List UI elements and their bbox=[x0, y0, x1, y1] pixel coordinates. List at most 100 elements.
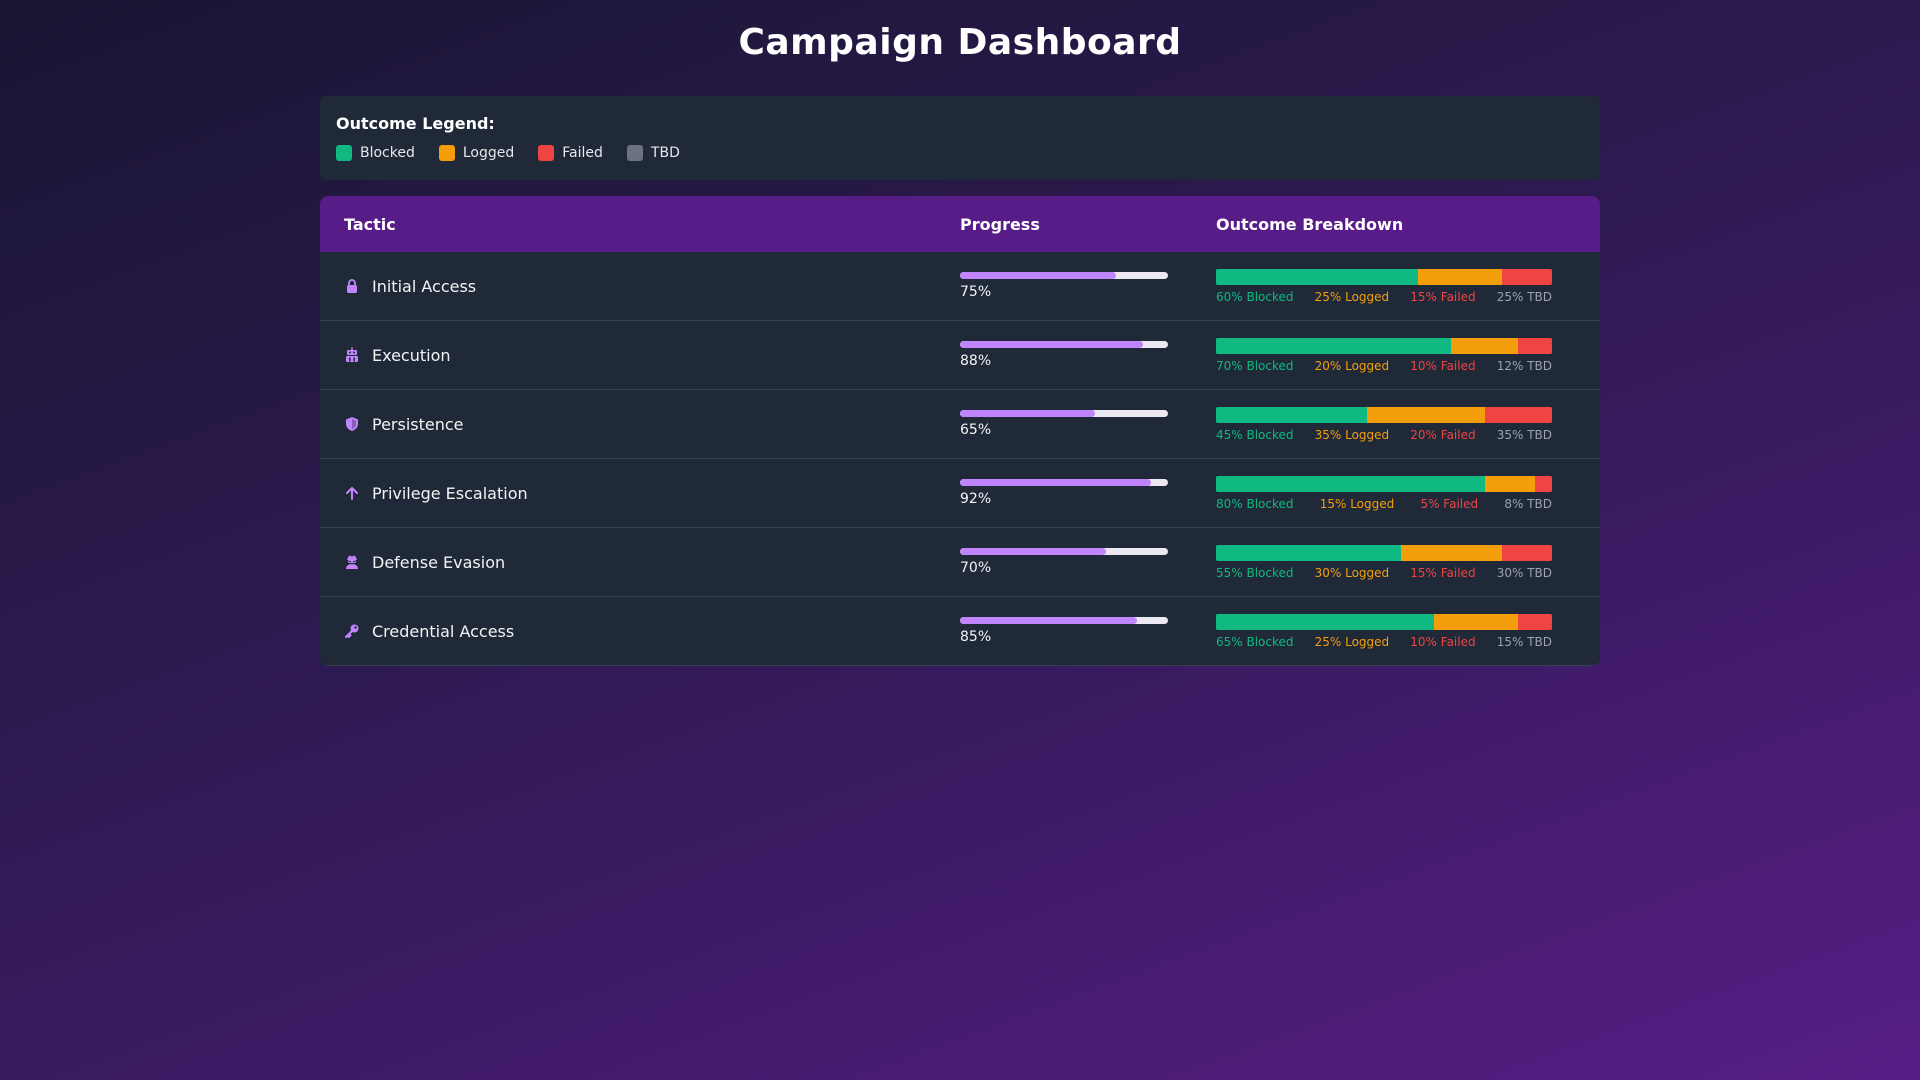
tactic-cell: Persistence bbox=[320, 415, 960, 434]
outcome-cell: 70% Blocked 20% Logged 10% Failed 12% TBD bbox=[1216, 337, 1600, 373]
segment-blocked bbox=[1216, 613, 1435, 630]
outcome-cell: 55% Blocked 30% Logged 15% Failed 30% TBD bbox=[1216, 544, 1600, 580]
outcome-stacked-bar bbox=[1216, 544, 1552, 561]
failed-label: 10% Failed bbox=[1410, 358, 1476, 373]
outcome-stacked-bar bbox=[1216, 268, 1552, 285]
tbd-label: 30% TBD bbox=[1496, 565, 1552, 580]
header-progress[interactable]: Progress bbox=[960, 214, 1040, 234]
logged-label: 25% Logged bbox=[1314, 289, 1390, 304]
tactic-cell: Credential Access bbox=[320, 622, 960, 641]
arrow-up-icon bbox=[344, 485, 360, 501]
legend-label: Blocked bbox=[360, 145, 415, 161]
progress-bar bbox=[960, 341, 1168, 348]
tbd-label: 12% TBD bbox=[1496, 358, 1552, 373]
progress-fill bbox=[960, 479, 1152, 486]
legend-item-logged: Logged bbox=[438, 145, 515, 161]
logged-label: 30% Logged bbox=[1314, 565, 1390, 580]
legend-label: Logged bbox=[462, 145, 515, 161]
outcome-stacked-bar bbox=[1216, 406, 1552, 423]
table-row[interactable]: Defense Evasion 70% 55% Blocked 30% Logged 1… bbox=[320, 528, 1600, 597]
tactic-name: Credential Access bbox=[372, 621, 515, 641]
table-row[interactable]: Privilege Escalation 92% 80% Blocked 15% Lo… bbox=[320, 459, 1600, 528]
tactic-name: Defense Evasion bbox=[372, 552, 506, 572]
progress-cell: 75% bbox=[960, 272, 1216, 300]
tactic-cell: Privilege Escalation bbox=[320, 484, 960, 503]
outcome-labels: 60% Blocked 25% Logged 15% Failed 25% TBD bbox=[1216, 290, 1552, 304]
legend-item-tbd: TBD bbox=[626, 145, 680, 161]
legend-items: Blocked Logged Failed TBD bbox=[336, 145, 1584, 161]
progress-value: 85% bbox=[960, 629, 992, 645]
header-tactic[interactable]: Tactic bbox=[344, 214, 396, 234]
segment-blocked bbox=[1216, 337, 1452, 354]
segment-failed bbox=[1501, 268, 1552, 285]
header-outcome[interactable]: Outcome Breakdown bbox=[1216, 214, 1404, 234]
progress-fill bbox=[960, 272, 1116, 279]
blocked-label: 45% Blocked bbox=[1216, 427, 1294, 442]
progress-cell: 65% bbox=[960, 410, 1216, 438]
tactic-name: Execution bbox=[372, 345, 451, 365]
legend-item-blocked: Blocked bbox=[336, 145, 415, 161]
blocked-label: 65% Blocked bbox=[1216, 634, 1294, 649]
segment-blocked bbox=[1216, 475, 1485, 492]
logged-label: 15% Logged bbox=[1319, 496, 1395, 511]
tactic-name: Privilege Escalation bbox=[372, 483, 528, 503]
progress-cell: 92% bbox=[960, 479, 1216, 507]
segment-logged bbox=[1451, 337, 1519, 354]
progress-cell: 85% bbox=[960, 617, 1216, 645]
legend-swatch-blocked bbox=[336, 145, 352, 161]
tactic-cell: Defense Evasion bbox=[320, 553, 960, 572]
table-body: Initial Access 75% 60% Blocked 25% Logged 15… bbox=[320, 252, 1600, 666]
shield-icon bbox=[344, 416, 360, 432]
progress-fill bbox=[960, 341, 1144, 348]
segment-logged bbox=[1417, 268, 1502, 285]
blocked-label: 80% Blocked bbox=[1216, 496, 1294, 511]
tactic-cell: Execution bbox=[320, 346, 960, 365]
outcome-labels: 70% Blocked 20% Logged 10% Failed 12% TBD bbox=[1216, 359, 1552, 373]
failed-label: 15% Failed bbox=[1410, 289, 1476, 304]
table-row[interactable]: Credential Access 85% 65% Blocked 25% Logge… bbox=[320, 597, 1600, 666]
page-title: Campaign Dashboard bbox=[738, 22, 1182, 63]
outcome-stacked-bar bbox=[1216, 337, 1552, 354]
tactic-name: Persistence bbox=[372, 414, 464, 434]
table-header: Tactic Progress Outcome Breakdown bbox=[320, 196, 1600, 252]
progress-cell: 70% bbox=[960, 548, 1216, 576]
progress-value: 92% bbox=[960, 491, 992, 507]
progress-bar bbox=[960, 617, 1168, 624]
blocked-label: 55% Blocked bbox=[1216, 565, 1294, 580]
table-row[interactable]: Initial Access 75% 60% Blocked 25% Logged 15… bbox=[320, 252, 1600, 321]
logged-label: 25% Logged bbox=[1314, 634, 1390, 649]
segment-failed bbox=[1518, 613, 1552, 630]
legend-swatch-logged bbox=[438, 145, 455, 161]
outcome-cell: 60% Blocked 25% Logged 15% Failed 25% TBD bbox=[1216, 268, 1600, 304]
progress-bar bbox=[960, 272, 1168, 279]
progress-bar bbox=[960, 479, 1168, 486]
table-row[interactable]: Persistence 65% 45% Blocked 35% Logged 20% F… bbox=[320, 390, 1600, 459]
legend-label: Failed bbox=[562, 145, 603, 161]
legend-swatch-failed bbox=[538, 145, 555, 161]
legend-title: Outcome Legend: bbox=[336, 114, 495, 133]
outcome-cell: 80% Blocked 15% Logged 5% Failed 8% TBD bbox=[1216, 475, 1600, 511]
progress-fill bbox=[960, 617, 1137, 624]
segment-logged bbox=[1367, 406, 1485, 423]
segment-blocked bbox=[1216, 544, 1401, 561]
outcome-cell: 45% Blocked 35% Logged 20% Failed 35% TBD bbox=[1216, 406, 1600, 442]
progress-value: 88% bbox=[960, 353, 992, 369]
legend-item-failed: Failed bbox=[538, 145, 603, 161]
segment-logged bbox=[1484, 475, 1536, 492]
tactics-table: Tactic Progress Outcome Breakdown Initia… bbox=[320, 196, 1600, 666]
outcome-legend: Outcome Legend: Blocked Logged Failed TB… bbox=[320, 96, 1600, 180]
segment-blocked bbox=[1216, 268, 1418, 285]
outcome-labels: 45% Blocked 35% Logged 20% Failed 35% TBD bbox=[1216, 428, 1552, 442]
failed-label: 5% Failed bbox=[1420, 496, 1479, 511]
progress-bar bbox=[960, 548, 1168, 555]
outcome-labels: 65% Blocked 25% Logged 10% Failed 15% TBD bbox=[1216, 635, 1552, 649]
legend-label: TBD bbox=[650, 145, 680, 161]
table-row[interactable]: Execution 88% 70% Blocked 20% Logged 10% Fai… bbox=[320, 321, 1600, 390]
segment-failed bbox=[1484, 406, 1552, 423]
tactic-cell: Initial Access bbox=[320, 277, 960, 296]
progress-value: 65% bbox=[960, 422, 992, 438]
progress-value: 75% bbox=[960, 284, 992, 300]
outcome-cell: 65% Blocked 25% Logged 10% Failed 15% TBD bbox=[1216, 613, 1600, 649]
blocked-label: 70% Blocked bbox=[1216, 358, 1294, 373]
failed-label: 10% Failed bbox=[1410, 634, 1476, 649]
